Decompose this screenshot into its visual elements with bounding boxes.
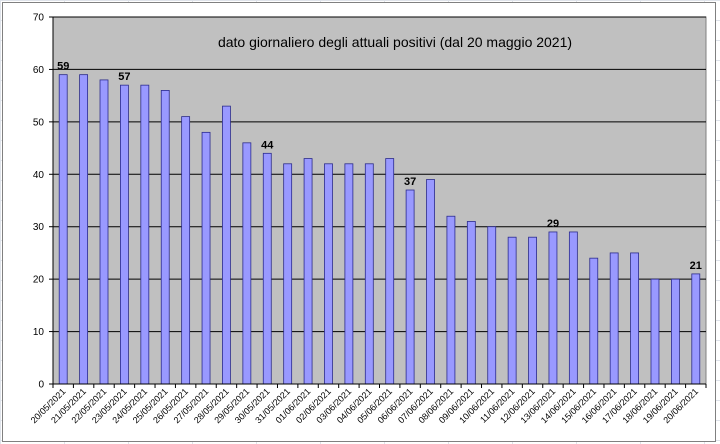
bar[interactable]: [630, 252, 639, 385]
bar[interactable]: [426, 179, 435, 385]
bar[interactable]: [670, 278, 680, 385]
bar[interactable]: [385, 158, 395, 385]
x-axis-ticks: 20/05/202121/05/202122/05/202123/05/2021…: [29, 384, 707, 425]
y-tick-label: 40: [33, 170, 45, 181]
bar[interactable]: [344, 163, 354, 385]
bar[interactable]: [79, 74, 89, 385]
bar[interactable]: [650, 278, 660, 385]
bar[interactable]: [691, 273, 701, 385]
data-label: 29: [547, 218, 559, 230]
bar[interactable]: [181, 116, 191, 385]
bar[interactable]: [222, 105, 231, 385]
y-tick-label: 20: [33, 275, 45, 286]
bar[interactable]: [99, 79, 109, 385]
bar[interactable]: [242, 142, 252, 385]
data-label: 57: [118, 71, 130, 83]
bar[interactable]: [487, 226, 497, 385]
y-tick-label: 30: [33, 222, 45, 233]
data-label: 44: [261, 139, 274, 151]
y-tick-label: 60: [33, 65, 45, 76]
bar[interactable]: [140, 84, 150, 385]
y-tick-label: 10: [33, 327, 45, 338]
bar[interactable]: [58, 74, 68, 385]
bar[interactable]: [609, 252, 619, 385]
bars: [58, 74, 701, 385]
bar[interactable]: [528, 236, 537, 385]
bar[interactable]: [446, 215, 456, 385]
bar[interactable]: [405, 189, 415, 385]
data-labels: 59 57 44 37 29 21: [57, 61, 702, 272]
bar[interactable]: [262, 152, 272, 385]
plot-area: [52, 16, 707, 385]
bar[interactable]: [548, 231, 558, 385]
y-tick-label: 70: [33, 13, 45, 24]
bar[interactable]: [364, 163, 374, 385]
bar[interactable]: [303, 158, 313, 385]
bar[interactable]: [507, 236, 517, 385]
y-tick-label: 0: [38, 380, 44, 391]
data-label: 21: [690, 260, 702, 272]
data-label: 37: [404, 176, 416, 188]
y-tick-label: 50: [33, 117, 45, 128]
bar[interactable]: [324, 163, 333, 385]
bar[interactable]: [568, 231, 578, 385]
chart-title: dato giornaliero degli attuali positivi …: [218, 34, 572, 50]
bar[interactable]: [120, 84, 129, 385]
bar[interactable]: [589, 257, 599, 385]
bar[interactable]: [201, 131, 211, 385]
bar[interactable]: [466, 221, 476, 385]
bar[interactable]: [283, 163, 293, 385]
data-label: 59: [57, 61, 69, 73]
bar[interactable]: [160, 90, 170, 385]
